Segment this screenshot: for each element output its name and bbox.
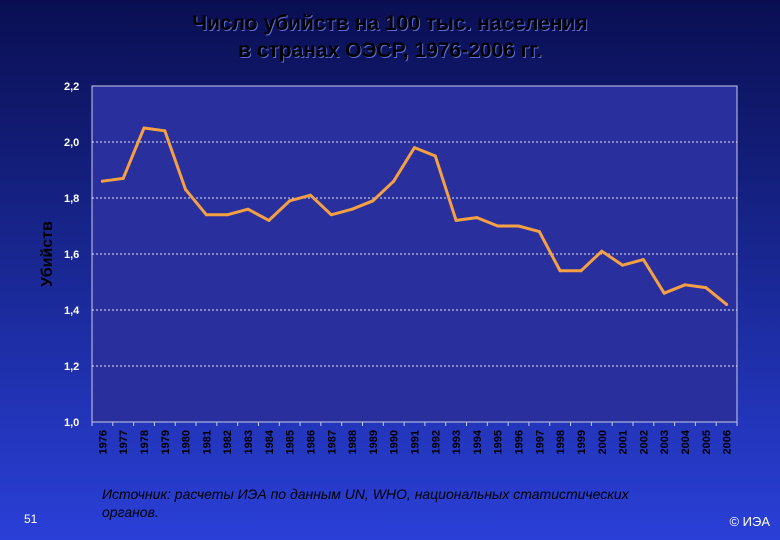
data-point [725, 302, 729, 306]
x-tick-label: 1996 [514, 430, 526, 454]
data-point [267, 218, 271, 222]
x-tick-label: 1989 [368, 430, 380, 454]
data-point [475, 216, 479, 220]
x-tick-label: 1993 [451, 430, 463, 454]
x-tick-label: 1986 [305, 430, 317, 454]
data-point [537, 230, 541, 234]
data-point [184, 188, 188, 192]
x-tick-label: 2002 [638, 430, 650, 454]
x-tick-label: 2005 [701, 430, 713, 454]
x-tick-label: 2003 [659, 430, 671, 454]
data-point [121, 176, 125, 180]
data-point [517, 224, 521, 228]
data-point [433, 154, 437, 158]
data-point [600, 249, 604, 253]
page-number: 51 [24, 512, 38, 526]
data-point [246, 207, 250, 211]
x-tick-label: 1999 [576, 430, 588, 454]
x-tick-label: 1976 [97, 430, 109, 454]
data-point [142, 126, 146, 130]
y-tick-label: 2,0 [64, 137, 79, 149]
x-tick-label: 1982 [222, 430, 234, 454]
y-tick-label: 2,2 [64, 81, 79, 93]
y-tick-label: 1,4 [64, 305, 80, 317]
x-tick-label: 1978 [139, 430, 151, 454]
y-tick-label: 1,8 [64, 193, 79, 205]
data-point [579, 269, 583, 273]
x-tick-label: 1980 [181, 430, 193, 454]
x-tick-label: 1984 [264, 429, 276, 454]
data-point [100, 179, 104, 183]
y-tick-label: 1,2 [64, 361, 79, 373]
x-tick-label: 2004 [680, 429, 692, 454]
data-point [288, 199, 292, 203]
x-tick-label: 1981 [201, 430, 213, 454]
x-tick-label: 1994 [472, 429, 484, 454]
data-point [558, 269, 562, 273]
data-point [350, 207, 354, 211]
data-point [413, 146, 416, 150]
data-point [662, 291, 666, 295]
data-point [621, 263, 625, 267]
y-tick-label: 1,0 [64, 417, 79, 429]
data-point [308, 193, 312, 197]
x-tick-label: 1990 [389, 430, 401, 454]
data-point [683, 283, 687, 287]
x-tick-label: 1992 [430, 430, 442, 454]
data-point [163, 129, 167, 133]
data-point [704, 286, 708, 290]
x-tick-label: 2001 [618, 430, 630, 454]
x-tick-label: 1997 [534, 430, 546, 454]
x-tick-label: 2006 [722, 430, 734, 454]
data-point [392, 179, 396, 183]
data-point [454, 218, 458, 222]
x-tick-label: 1987 [326, 430, 338, 454]
x-tick-label: 1979 [160, 430, 172, 454]
x-tick-label: 1988 [347, 430, 359, 454]
data-point [225, 213, 229, 217]
chart-title: Число убийств на 100 тыс. населения в ст… [0, 10, 780, 64]
chart-title-line1: Число убийств на 100 тыс. населения [192, 12, 588, 35]
x-tick-label: 1998 [555, 430, 567, 454]
x-tick-label: 1991 [410, 430, 422, 454]
x-tick-label: 1995 [493, 430, 505, 454]
data-point [496, 224, 500, 228]
data-point [329, 213, 333, 217]
data-point [204, 213, 208, 217]
x-tick-label: 2000 [597, 430, 609, 454]
source-note: Источник: расчеты ИЭА по данным UN, WHO,… [102, 486, 629, 520]
data-point [371, 199, 375, 203]
chart-title-line2: в странах ОЭСР, 1976-2006 гг. [238, 39, 542, 62]
x-tick-label: 1983 [243, 430, 255, 454]
data-point [641, 258, 645, 262]
y-axis-label: Убийств [39, 221, 56, 287]
y-tick-label: 1,6 [64, 249, 79, 261]
x-tick-label: 1985 [285, 430, 297, 454]
x-tick-label: 1977 [118, 430, 130, 454]
copyright-label: © ИЭА [729, 514, 770, 529]
